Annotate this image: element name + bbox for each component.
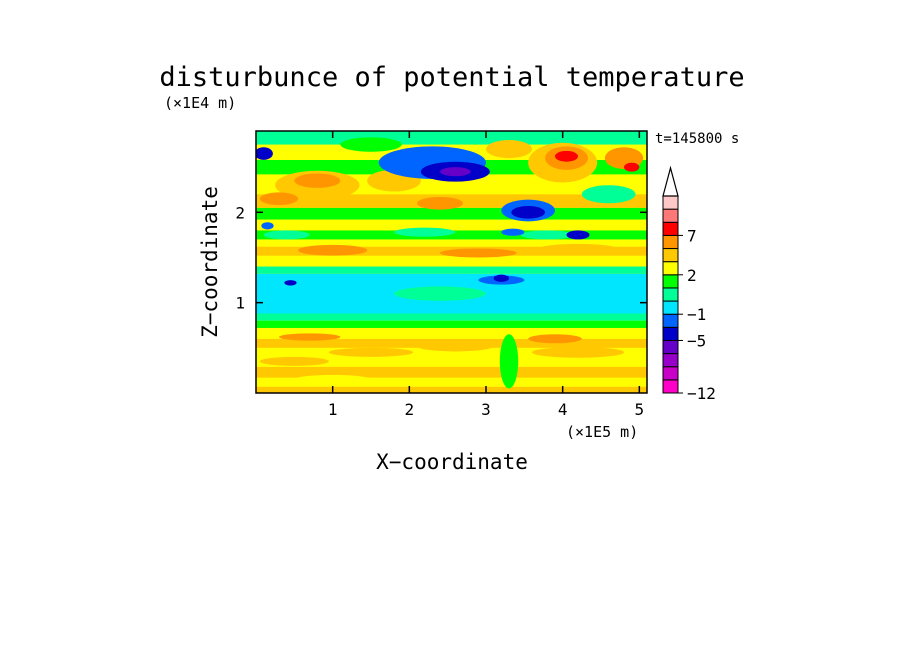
colorbar-swatch (662, 313, 679, 328)
colorbar-swatch (662, 234, 679, 250)
contour-cell (486, 140, 532, 159)
x-tick-label: 4 (558, 400, 568, 419)
contour-cell (440, 248, 517, 258)
contour-band (256, 131, 647, 145)
colorbar-swatch (662, 274, 679, 289)
contour-cell (440, 167, 471, 177)
y-axis-label: Z−coordinate (198, 186, 222, 338)
contour-cell (532, 346, 624, 358)
time-label: t=145800 s (655, 131, 739, 147)
contour-cell (555, 150, 578, 162)
colorbar-label: −1 (687, 305, 706, 324)
contour-band (256, 377, 647, 387)
contour-cell (259, 356, 329, 366)
contour-band (256, 313, 647, 321)
x-tick-label: 5 (635, 400, 645, 419)
contour-band (256, 327, 647, 339)
y-tick-label: 1 (235, 294, 245, 313)
colorbar-swatch (662, 379, 679, 394)
x-tick-label: 2 (405, 400, 415, 419)
colorbar-label: −5 (687, 331, 706, 350)
x-scale-label: (×1E5 m) (566, 423, 638, 441)
contour-band (256, 266, 647, 274)
contour-cell (279, 333, 341, 341)
contour-band (256, 255, 647, 267)
colorbar-label: 2 (687, 266, 697, 285)
field-shapes (256, 131, 647, 393)
contour-cell (259, 192, 299, 206)
contour-cell (294, 374, 371, 384)
contour-cell (284, 280, 297, 286)
contour-cell (581, 185, 636, 204)
colorbar-swatch (662, 287, 679, 302)
x-tick-label: 1 (328, 400, 338, 419)
contour-cell (493, 274, 510, 282)
contour-cell (394, 286, 486, 301)
colorbar-label: 7 (687, 226, 697, 245)
colorbar-extend-arrow (662, 165, 679, 197)
contour-cell (499, 334, 519, 389)
contour-cell (566, 230, 590, 240)
colorbar-swatch (662, 221, 679, 236)
contour-field (256, 131, 647, 393)
colorbar-swatch (662, 261, 679, 276)
colorbar-label: −12 (687, 384, 716, 403)
contour-cell (417, 196, 463, 210)
contour-band (256, 320, 647, 328)
plot-frame (255, 130, 648, 394)
colorbar-swatch (662, 353, 679, 368)
colorbar-swatch (662, 300, 679, 315)
contour-cell (417, 340, 494, 352)
contour-cell (520, 230, 575, 240)
x-axis-label: X−coordinate (376, 450, 528, 474)
contour-band (256, 230, 647, 240)
contour-band (256, 239, 647, 247)
contour-cell (328, 347, 414, 357)
contour-band (256, 219, 647, 231)
contour-cell (501, 228, 525, 236)
colorbar-swatch (662, 366, 679, 381)
y-tick-label: 2 (235, 203, 245, 222)
contour-cell (394, 227, 456, 237)
contour-cell (511, 205, 546, 219)
chart-title: disturbunce of potential temperature (159, 62, 744, 93)
contour-cell (261, 222, 274, 230)
contour-cell (340, 137, 402, 152)
contour-band (256, 366, 647, 378)
colorbar-swatch (662, 326, 679, 341)
contour-band (256, 386, 647, 393)
contour-cell (624, 162, 640, 172)
contour-cell (528, 334, 582, 344)
colorbar-swatch (662, 248, 679, 263)
contour-cell (263, 230, 310, 240)
x-tick-label: 3 (481, 400, 491, 419)
contour-cell (294, 173, 341, 188)
x-axis: 1 2 3 4 5 (328, 131, 644, 419)
colorbar-swatch (662, 339, 679, 355)
contour-cell (256, 147, 273, 160)
contour-band (256, 207, 647, 220)
y-axis: 12 (235, 203, 647, 313)
contour-cell (298, 244, 368, 256)
colorbar-swatch (662, 208, 679, 223)
y-scale-label: (×1E4 m) (164, 94, 236, 112)
contour-cell (539, 243, 617, 253)
colorbar-swatch (662, 195, 679, 210)
colorbar: −12−5−127 (662, 165, 716, 403)
